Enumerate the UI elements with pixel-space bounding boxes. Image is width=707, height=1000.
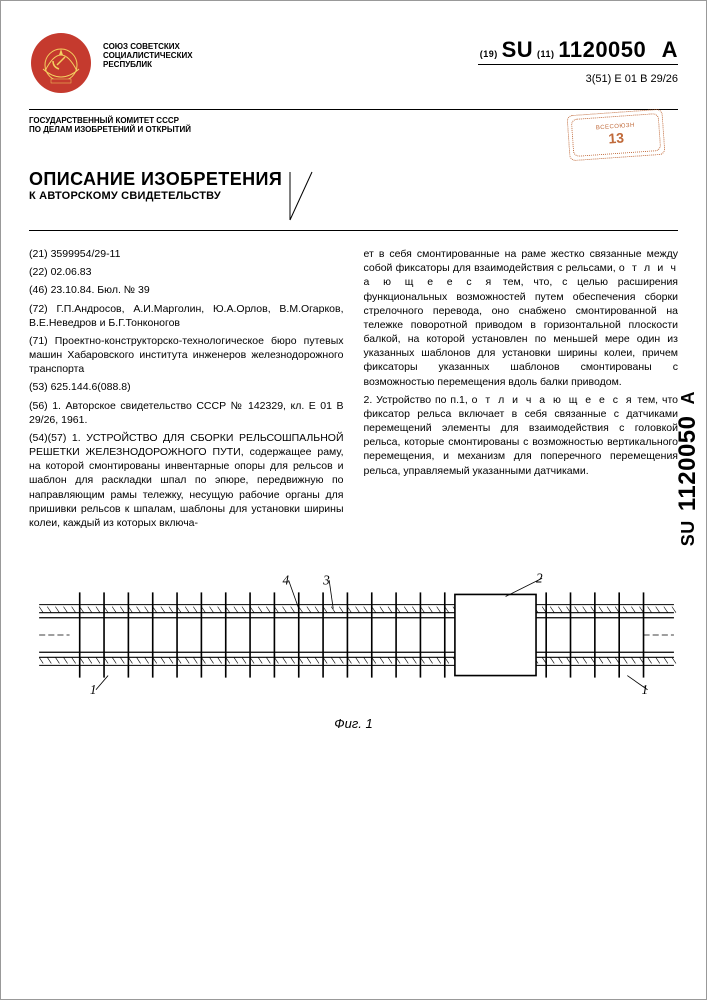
country-code: SU <box>502 37 534 62</box>
side-kind: A <box>678 391 698 405</box>
r3-post: тем, что фиксатор рельса включает в себя… <box>364 394 679 477</box>
document-number-block: (19) SU (11) 1120050 A 3(51) E 01 B 29/2… <box>478 37 678 85</box>
left-column: (21) 3599954/29-11 (22) 02.06.83 (46) 23… <box>29 247 344 534</box>
stamp-text: ВСЕСОЮЗН <box>575 121 655 133</box>
kind-code: A <box>662 37 678 62</box>
r3-mid: о т л и ч а ю щ е е с я <box>472 394 634 406</box>
committee-name: ГОСУДАРСТВЕННЫЙ КОМИТЕТ СССР ПО ДЕЛАМ ИЗ… <box>29 116 191 134</box>
state-emblem-icon <box>29 31 93 95</box>
dn-prefix: (11) <box>537 49 555 59</box>
r3-pre: 2. Устройство по п.1, <box>364 394 472 406</box>
ipc-code: E 01 B 29/26 <box>614 73 678 85</box>
svg-text:2: 2 <box>536 570 543 585</box>
figure-1: 1 4 3 2 1 <box>29 560 678 710</box>
side-num: 1120050 <box>674 416 701 512</box>
field-53: (53) 625.144.6(088.8) <box>29 380 344 394</box>
cc-prefix: (19) <box>480 49 498 59</box>
svg-text:1: 1 <box>90 682 97 697</box>
title-divider <box>29 230 678 231</box>
figure-caption: Фиг. 1 <box>29 716 678 731</box>
field-56: (56) 1. Авторское свидетельство СССР № 1… <box>29 399 344 427</box>
union-name: СОЮЗ СОВЕТСКИХ СОЦИАЛИСТИЧЕСКИХ РЕСПУБЛИ… <box>103 43 243 69</box>
svg-text:1: 1 <box>641 682 648 697</box>
slash-divider-icon <box>288 170 314 222</box>
field-72: (72) Г.П.Андросов, А.И.Марголин, Ю.А.Орл… <box>29 302 344 330</box>
body-columns: (21) 3599954/29-11 (22) 02.06.83 (46) 23… <box>29 247 678 534</box>
field-21: (21) 3599954/29-11 <box>29 247 344 261</box>
svg-text:3: 3 <box>322 572 330 587</box>
field-71: (71) Проектно-конструкторско-технологиче… <box>29 334 344 377</box>
header: СОЮЗ СОВЕТСКИХ СОЦИАЛИСТИЧЕСКИХ РЕСПУБЛИ… <box>29 31 678 95</box>
field-46: (46) 23.10.84. Бюл. № 39 <box>29 283 344 297</box>
side-cc: SU <box>678 520 698 546</box>
title-main: ОПИСАНИЕ ИЗОБРЕТЕНИЯ <box>29 170 282 188</box>
ipc-prefix: 3(51) <box>586 73 612 85</box>
stamp-number: 13 <box>576 128 657 149</box>
svg-text:4: 4 <box>283 572 290 587</box>
doc-number: 1120050 <box>558 37 646 62</box>
field-54-57: (54)(57) 1. УСТРОЙСТВО ДЛЯ СБОРКИ РЕЛЬСО… <box>29 431 344 530</box>
field-22: (22) 02.06.83 <box>29 265 344 279</box>
side-doc-number: SU 1120050 A <box>674 391 702 546</box>
library-stamp-icon: ВСЕСОЮЗН 13 <box>567 109 666 162</box>
r2-post: тем, что, с целью расширения функциональ… <box>364 276 679 387</box>
right-column: ет в себя смонтированные на раме жестко … <box>364 247 679 534</box>
title-block: ОПИСАНИЕ ИЗОБРЕТЕНИЯ К АВТОРСКОМУ СВИДЕТ… <box>29 170 282 202</box>
title-sub: К АВТОРСКОМУ СВИДЕТЕЛЬСТВУ <box>29 190 282 202</box>
